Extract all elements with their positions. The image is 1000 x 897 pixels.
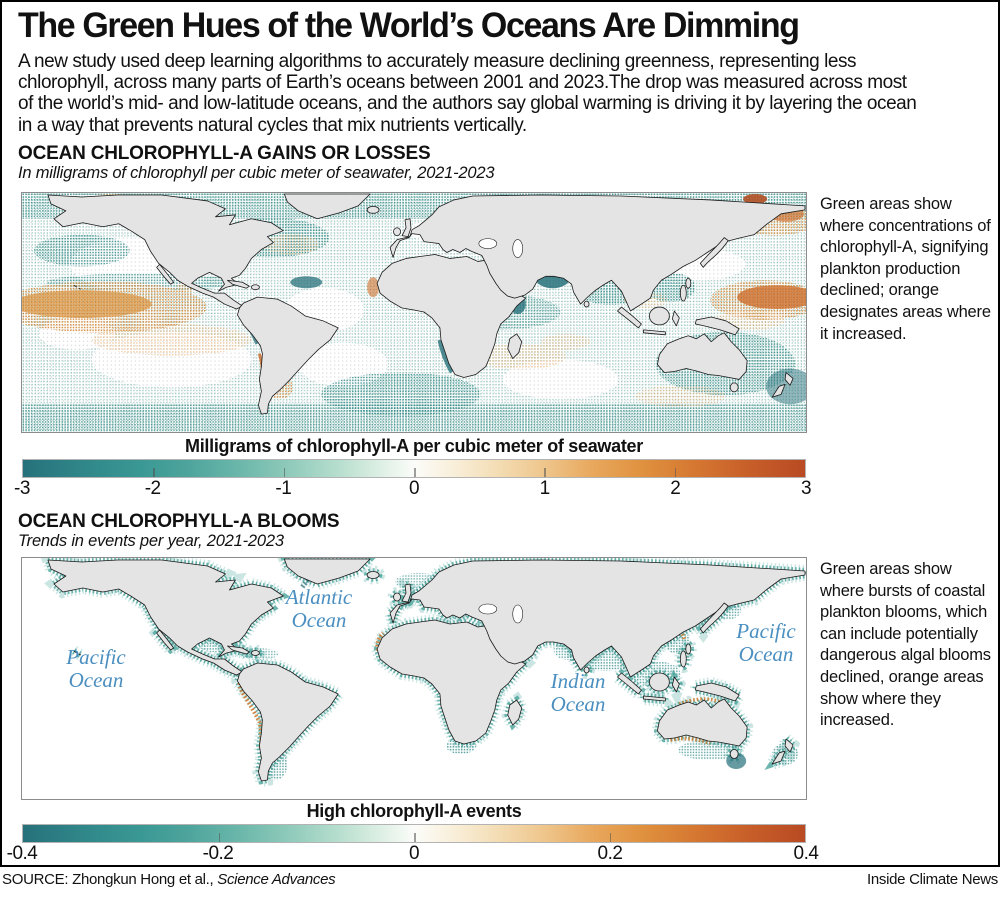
footer: SOURCE: Zhongkun Hong et al., Science Ad… xyxy=(0,871,1000,888)
gains-colorbar-caption: Milligrams of chlorophyll-A per cubic me… xyxy=(185,436,643,456)
scale-tick-label: 1 xyxy=(539,478,551,499)
ocean-label: Indian Ocean xyxy=(550,669,606,716)
section-gains-heading: OCEAN CHLOROPHYLL-A GAINS OR LOSSES xyxy=(18,143,431,164)
scale-tick-label: -0.4 xyxy=(6,843,38,864)
section-blooms-heading: OCEAN CHLOROPHYLL-A BLOOMS xyxy=(18,511,340,532)
blooms-annotation: Green areas show where bursts of coastal… xyxy=(820,560,991,730)
colorbar-tick-mark xyxy=(218,833,220,842)
ocean-label: Atlantic Ocean xyxy=(285,585,353,632)
colorbar-tick-mark xyxy=(609,833,611,842)
section-gains-subtitle: In milligrams of chlorophyll per cubic m… xyxy=(18,164,495,182)
section-blooms-subtitle: Trends in events per year, 2021-2023 xyxy=(18,532,284,550)
ocean-labels: Pacific Ocean Atlantic Ocean Indian Ocean P… xyxy=(22,558,806,799)
black-sea xyxy=(478,603,498,615)
scale-tick-label: -0.2 xyxy=(202,843,234,864)
credit-text: Inside Climate News xyxy=(866,871,998,888)
scale-tick-label: 0.4 xyxy=(793,843,819,864)
ocean-label: Pacific Ocean xyxy=(66,645,126,692)
map-blooms: Pacific Ocean Atlantic Ocean Indian Ocean P… xyxy=(21,557,807,800)
gains-colorbar xyxy=(22,459,806,478)
scale-tick-label: -1 xyxy=(275,478,292,499)
colorbar-tick-mark xyxy=(544,468,546,477)
caspian-sea xyxy=(512,604,524,624)
source-prefix: SOURCE: Zhongkun Hong et al., xyxy=(2,871,218,888)
scale-tick-label: 2 xyxy=(670,478,681,499)
intro-text: A new study used deep learning algorithm… xyxy=(18,51,917,136)
map-gains-losses xyxy=(21,192,807,433)
world-map-blooms-svg xyxy=(22,558,806,799)
colorbar-tick-mark xyxy=(283,468,286,477)
colorbar-tick-mark xyxy=(414,468,416,477)
page-title: The Green Hues of the World’s Oceans Are… xyxy=(18,6,800,45)
colorbar-tick-mark xyxy=(153,468,155,477)
ocean-label: Pacific Ocean xyxy=(736,619,796,666)
scale-tick-label: -2 xyxy=(144,478,161,499)
blooms-colorbar-scale: -0.4 -0.2 0 0.2 0.4 xyxy=(7,843,819,867)
black-sea xyxy=(478,238,498,249)
scale-tick-label: 0 xyxy=(408,843,420,864)
blooms-colorbar-caption: High chlorophyll-A events xyxy=(306,801,522,821)
caspian-sea xyxy=(512,239,524,258)
gains-colorbar-scale: -3 -2 -1 0 1 2 3 xyxy=(14,478,811,502)
colorbar-tick-mark xyxy=(414,833,416,842)
scale-tick-label: 3 xyxy=(800,478,812,499)
scale-tick-label: 0.2 xyxy=(597,843,623,864)
blooms-colorbar xyxy=(22,824,806,843)
source-journal: Science Advances xyxy=(217,871,336,888)
world-map-gains-svg xyxy=(22,193,806,432)
scale-tick-label: 0 xyxy=(408,478,420,499)
gains-annotation: Green areas show where concentrations of… xyxy=(820,195,991,343)
scale-tick-label: -3 xyxy=(14,478,30,499)
source-text: SOURCE: Zhongkun Hong et al., Science Ad… xyxy=(2,871,336,888)
colorbar-tick-mark xyxy=(674,468,677,477)
